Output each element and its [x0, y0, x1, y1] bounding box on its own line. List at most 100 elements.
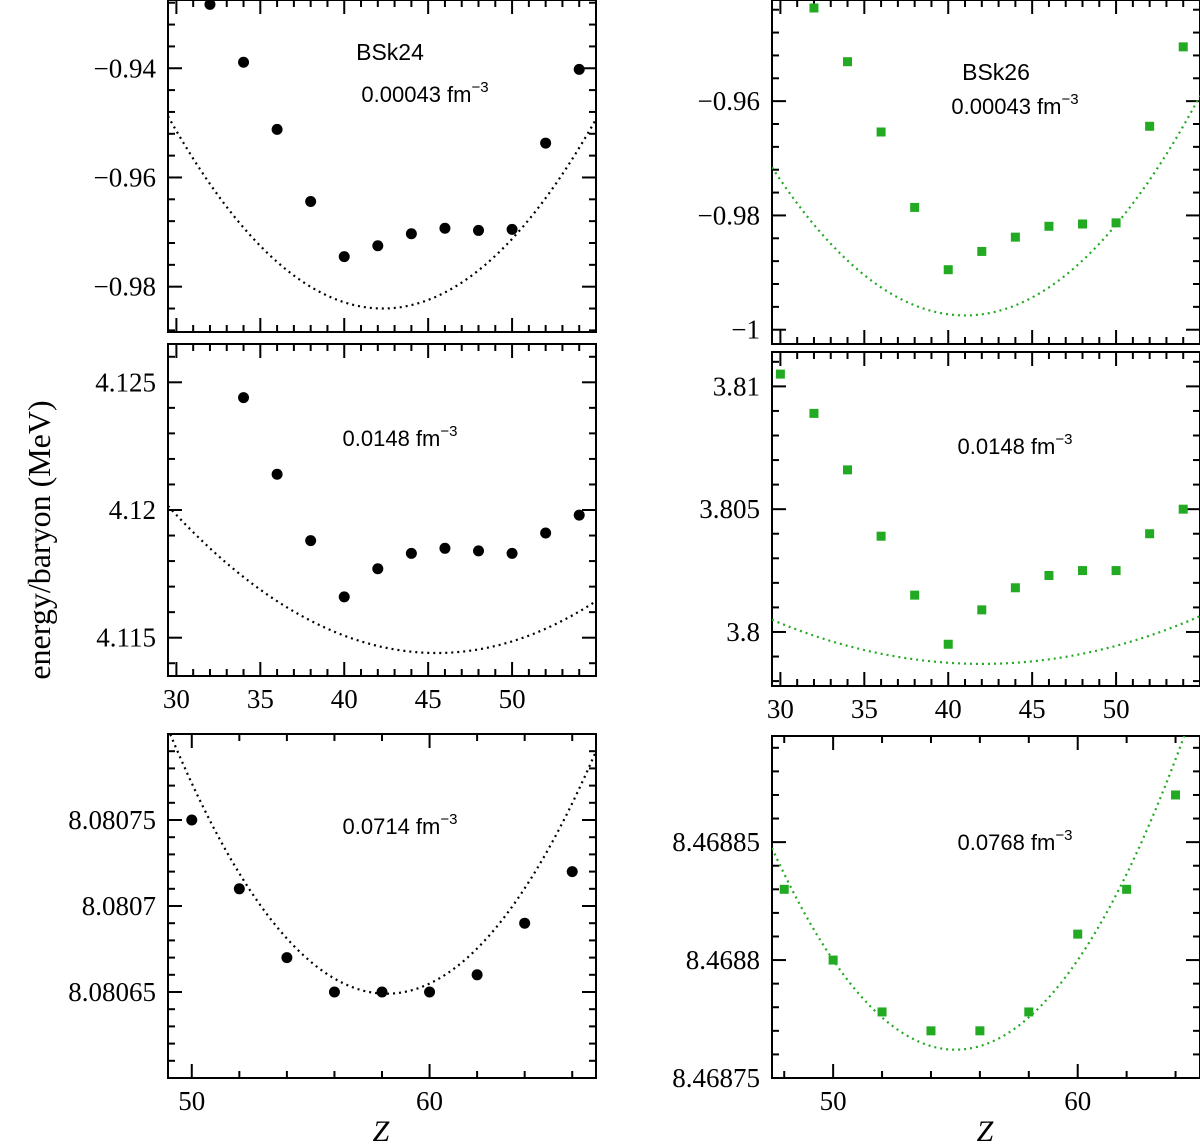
data-point [473, 224, 485, 236]
density-value: 0.0148 fm [343, 426, 441, 451]
data-point [376, 986, 388, 998]
x-axis-title-right: Z [977, 1115, 994, 1147]
panel-bsk26-top: −0.96 −0.98 −1 BSk26 0.00043 fm−3 [698, 0, 1200, 345]
model-label: BSk24 [356, 39, 424, 65]
data-point [775, 369, 785, 379]
data-point [506, 547, 518, 559]
y-tick-label: 4.12 [109, 495, 156, 525]
data-point [975, 1026, 985, 1036]
data-point [540, 137, 552, 149]
data-point [271, 123, 283, 135]
plot-frame [167, 733, 597, 1079]
plot-frame [771, 735, 1200, 1079]
data-point [977, 246, 987, 256]
panel-bsk26-bot: 50 60 8.46885 8.4688 8.46875 0.0768 fm−3 [672, 735, 1200, 1116]
data-point [1122, 884, 1132, 894]
density-value: 0.00043 fm [361, 82, 471, 107]
data-point [809, 3, 819, 13]
data-point [405, 228, 417, 240]
x-tick-label: 45 [415, 684, 442, 714]
x-tick-label: 30 [163, 684, 190, 714]
data-point [573, 509, 585, 521]
x-tick-label: 40 [331, 684, 358, 714]
density-exponent: −3 [471, 79, 488, 96]
data-point [233, 883, 245, 895]
data-point [977, 605, 987, 615]
data-point [271, 468, 283, 480]
data-point [843, 57, 853, 67]
x-tick-label: 50 [499, 684, 526, 714]
data-point [876, 127, 886, 137]
density-label: 0.0148 fm−3 [958, 431, 1073, 459]
y-tick-label: 8.0807 [82, 891, 156, 921]
density-label: 0.00043 fm−3 [361, 79, 488, 107]
density-label: 0.0714 fm−3 [343, 811, 458, 839]
data-point [1010, 232, 1020, 242]
data-point [573, 63, 585, 75]
x-tick-label: 60 [416, 1086, 443, 1116]
x-axis-title-left: Z [373, 1115, 390, 1147]
fit-curve [168, 734, 596, 995]
data-point [910, 202, 920, 212]
panel-bsk24-mid: 30 35 40 45 50 4.125 4.12 4.115 0.0148 fm−3 [95, 343, 597, 714]
x-tick-label: 35 [851, 694, 878, 724]
data-point [281, 952, 293, 964]
data-point [439, 542, 451, 554]
plot-frame [771, 351, 1200, 687]
density-value: 0.00043 fm [951, 94, 1061, 119]
density-exponent: −3 [1061, 91, 1078, 108]
data-point [204, 0, 216, 10]
data-point [809, 408, 819, 418]
y-axis-title: energy/baryon (MeV) [21, 400, 57, 679]
y-tick-label: 8.46885 [672, 827, 760, 857]
density-exponent: −3 [440, 423, 457, 440]
density-value: 0.0714 fm [343, 814, 441, 839]
y-tick-label: 4.115 [96, 623, 156, 653]
data-point [843, 465, 853, 475]
y-tick-label: 8.08065 [68, 977, 156, 1007]
y-tick-label: 8.08075 [68, 805, 156, 835]
y-tick-label: −0.96 [698, 86, 760, 116]
fit-curve [168, 115, 596, 310]
data-point [405, 547, 417, 559]
x-tick-label: 40 [935, 694, 962, 724]
data-point [1178, 504, 1188, 514]
density-label: 0.00043 fm−3 [951, 91, 1078, 119]
x-tick-label: 30 [767, 694, 794, 724]
x-tick-label: 35 [247, 684, 274, 714]
y-tick-label: 4.125 [95, 367, 156, 397]
y-tick-label: 3.805 [699, 494, 760, 524]
data-point [926, 1026, 936, 1036]
data-point [372, 240, 384, 252]
x-tick-label: 60 [1064, 1086, 1091, 1116]
y-tick-label: −0.94 [94, 53, 157, 83]
data-point [1145, 121, 1155, 131]
plot-frame [167, 343, 597, 677]
data-point [943, 639, 953, 649]
plot-frame [167, 0, 597, 333]
x-tick-label: 50 [1103, 694, 1130, 724]
data-point [1178, 42, 1188, 52]
fit-curve [168, 505, 596, 655]
data-point [338, 591, 350, 603]
data-point [876, 531, 886, 541]
y-tick-label: 3.8 [726, 617, 760, 647]
data-point [424, 986, 436, 998]
model-label: BSk26 [962, 59, 1030, 85]
data-point [519, 917, 531, 929]
fit-curve [772, 95, 1200, 317]
x-tick-label: 45 [1019, 694, 1046, 724]
data-point [1145, 529, 1155, 539]
data-point [779, 884, 789, 894]
density-exponent: −3 [1055, 431, 1072, 448]
data-point [372, 563, 384, 575]
data-point [328, 986, 340, 998]
data-point [238, 392, 250, 404]
y-tick-label: 3.81 [713, 371, 760, 401]
data-point [473, 545, 485, 557]
panel-bsk24-bot: 50 60 8.08075 8.0807 8.08065 0.0714 fm−3 [68, 733, 597, 1116]
data-point [1010, 583, 1020, 593]
y-tick-label: −0.98 [698, 200, 760, 230]
data-point [305, 195, 317, 207]
